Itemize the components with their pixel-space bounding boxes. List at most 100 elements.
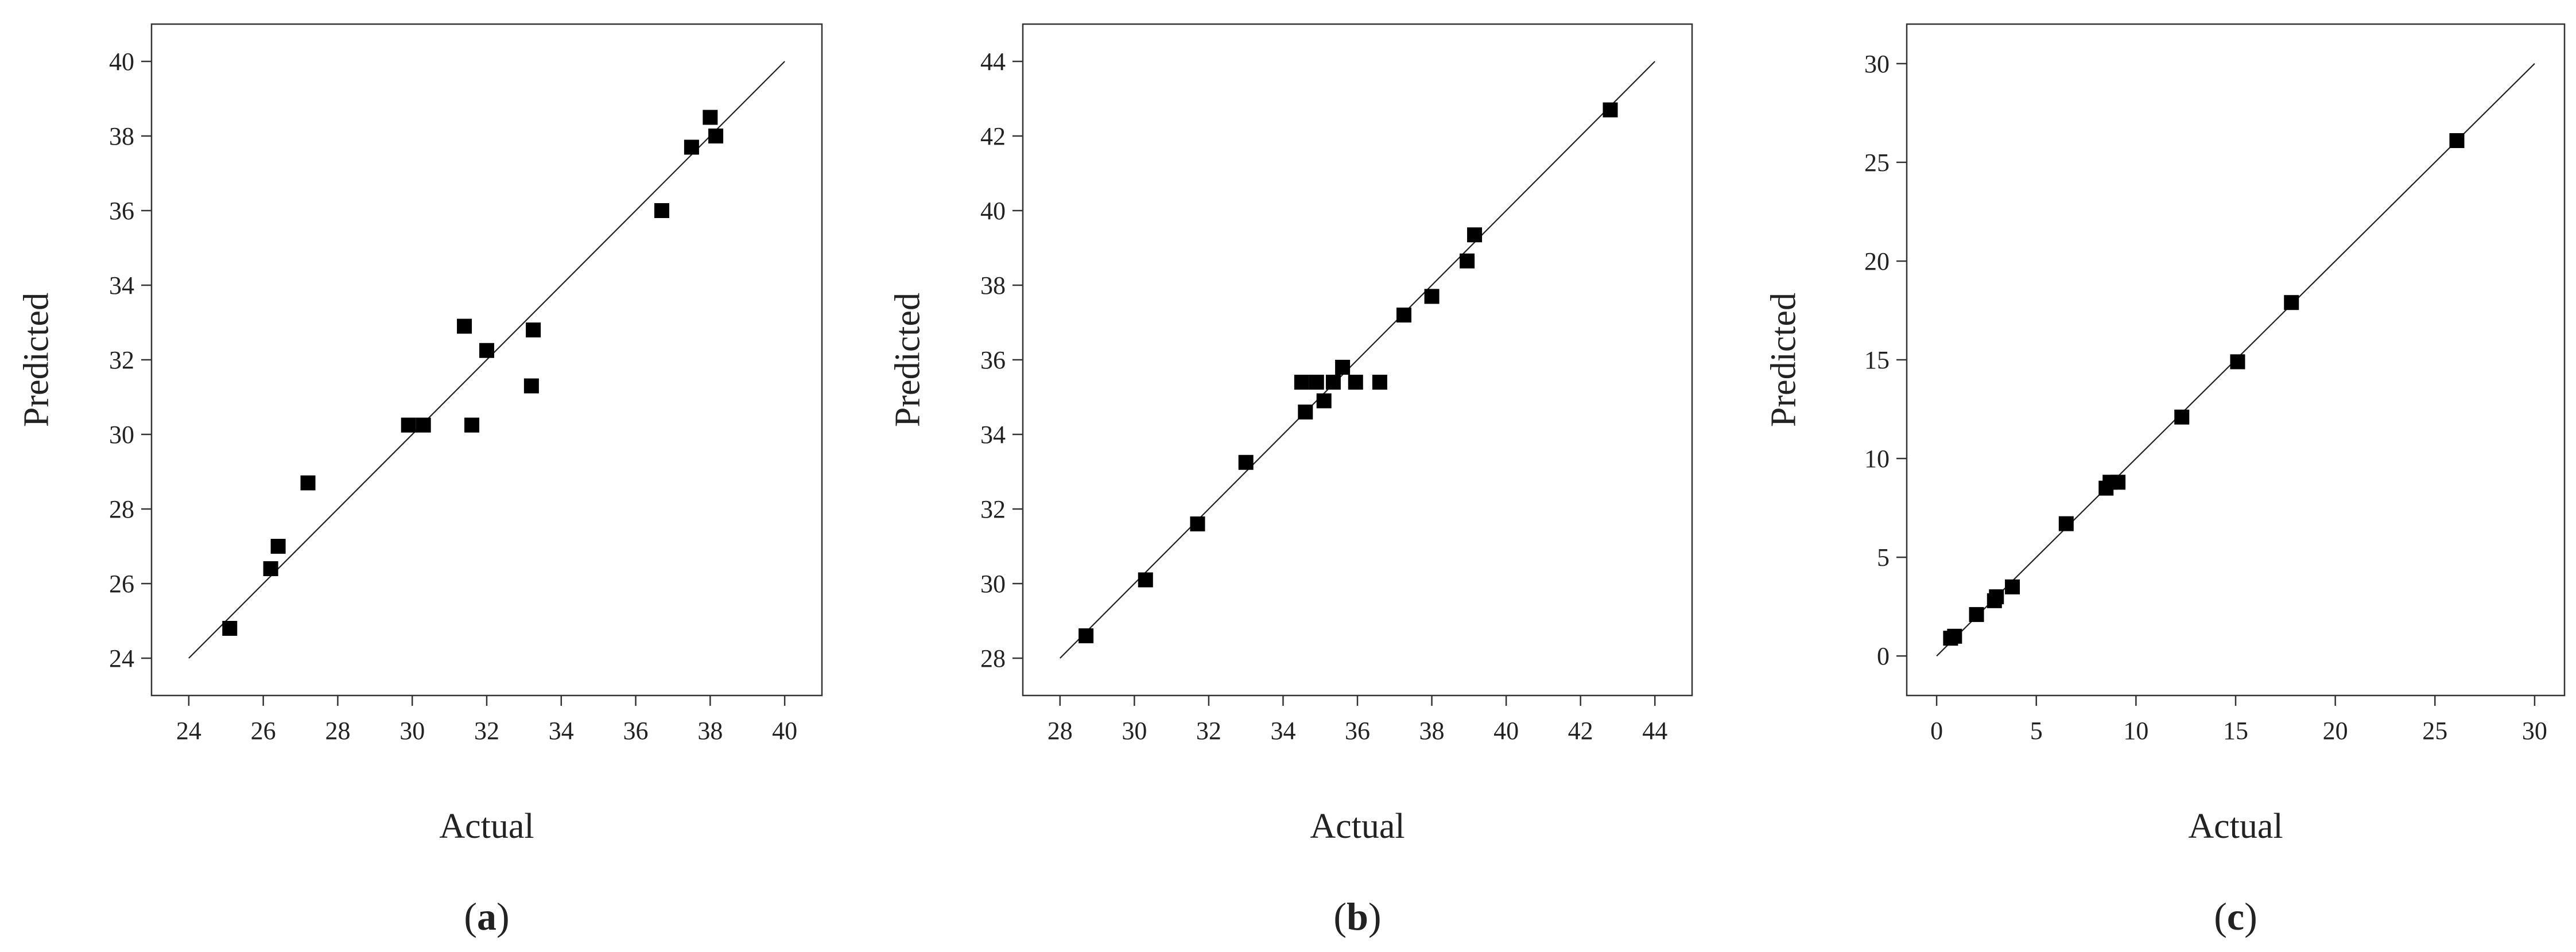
y-tick-label: 32 — [109, 346, 134, 374]
data-point — [479, 343, 494, 358]
x-tick-label: 38 — [1419, 717, 1445, 745]
data-point — [2174, 409, 2190, 425]
y-tick-label: 25 — [1864, 149, 1890, 177]
y-axis-title: Predicted — [889, 293, 928, 427]
x-tick-label: 32 — [474, 717, 499, 745]
y-tick-label: 20 — [1864, 247, 1890, 275]
y-tick-label: 40 — [109, 48, 134, 76]
data-point — [1989, 589, 2004, 604]
y-tick-label: 30 — [980, 570, 1006, 598]
x-tick-label: 10 — [2123, 717, 2148, 745]
y-tick-label: 0 — [1877, 642, 1890, 670]
data-point — [1238, 454, 1254, 470]
x-tick-label: 40 — [772, 717, 797, 745]
x-tick-label: 15 — [2223, 717, 2248, 745]
data-point — [1348, 375, 1363, 390]
data-point — [1460, 253, 1475, 269]
y-tick-label: 30 — [109, 421, 134, 449]
data-point — [684, 139, 699, 155]
y-tick-label: 36 — [109, 197, 134, 225]
data-point — [416, 417, 431, 433]
data-point — [1078, 628, 1094, 643]
x-tick-label: 44 — [1642, 717, 1667, 745]
data-point — [401, 417, 416, 433]
y-tick-label: 36 — [980, 346, 1006, 374]
data-point — [263, 561, 278, 576]
x-tick-label: 34 — [549, 717, 574, 745]
x-axis-title: Actual — [2188, 807, 2283, 846]
y-tick-label: 40 — [980, 197, 1006, 225]
data-point — [300, 475, 316, 491]
data-point — [1335, 360, 1351, 375]
x-axis-title: Actual — [439, 807, 534, 846]
x-tick-label: 36 — [1345, 717, 1370, 745]
data-point — [464, 417, 480, 433]
data-point — [2058, 516, 2074, 531]
data-point — [703, 110, 718, 125]
y-tick-label: 34 — [109, 271, 134, 300]
data-point — [270, 539, 286, 554]
x-tick-label: 24 — [176, 717, 201, 745]
x-tick-label: 28 — [325, 717, 350, 745]
x-tick-label: 30 — [2522, 717, 2547, 745]
data-point — [1138, 572, 1153, 588]
y-tick-label: 38 — [980, 271, 1006, 300]
y-tick-label: 24 — [109, 644, 134, 673]
data-point — [1325, 375, 1341, 390]
y-tick-label: 10 — [1864, 445, 1890, 473]
data-point — [526, 322, 541, 337]
x-tick-label: 40 — [1493, 717, 1519, 745]
chart-panel-b: 28 30 32 34 36 38 40 42 44 28 30 32 34 36 38 40 42 44 Actu… — [889, 23, 1693, 938]
y-tick-label: 28 — [980, 644, 1006, 673]
data-point — [708, 129, 724, 143]
x-tick-label: 25 — [2422, 717, 2447, 745]
y-tick-label: 5 — [1877, 543, 1890, 572]
x-tick-label: 28 — [1048, 717, 1073, 745]
y-tick-label: 15 — [1864, 346, 1890, 374]
x-tick-label: 36 — [623, 717, 649, 745]
y-axis-title: Predicted — [1764, 293, 1803, 427]
data-point — [2284, 295, 2299, 310]
data-point — [457, 318, 472, 334]
data-point — [2230, 354, 2245, 370]
x-tick-label: 42 — [1568, 717, 1593, 745]
data-point — [1190, 516, 1205, 531]
data-point — [1467, 227, 1483, 243]
data-point — [2449, 133, 2465, 149]
data-point — [1424, 289, 1440, 304]
panel-label: (b) — [1333, 895, 1381, 938]
x-tick-label: 26 — [251, 717, 276, 745]
y-tick-label: 32 — [980, 495, 1006, 523]
data-point — [1316, 393, 1332, 409]
y-tick-label: 42 — [980, 122, 1006, 150]
x-tick-label: 34 — [1270, 717, 1295, 745]
data-point — [1372, 375, 1387, 390]
data-point — [523, 378, 539, 394]
data-point — [654, 203, 669, 218]
y-tick-label: 30 — [1864, 50, 1890, 78]
y-tick-label: 26 — [109, 570, 134, 598]
reference-line — [1059, 61, 1656, 659]
panel-label: (a) — [464, 895, 509, 938]
x-tick-label: 5 — [2030, 717, 2043, 745]
data-point — [1969, 607, 1984, 622]
x-tick-label: 38 — [697, 717, 723, 745]
data-point — [1396, 308, 1411, 322]
y-tick-label: 28 — [109, 495, 134, 523]
y-tick-label: 34 — [980, 421, 1006, 449]
data-point — [2111, 475, 2126, 490]
x-tick-label: 20 — [2323, 717, 2348, 745]
data-point — [1294, 375, 1309, 390]
data-point — [222, 621, 238, 636]
x-axis-title: Actual — [1310, 807, 1405, 846]
x-tick-label: 0 — [1930, 717, 1943, 745]
y-axis-title: Predicted — [17, 293, 56, 427]
data-point — [1309, 375, 1324, 390]
data-point — [1603, 102, 1618, 118]
chart-panel-c: 0 5 10 15 20 25 30 0 5 10 15 20 25 30 Actual Predicted (… — [1764, 23, 2566, 938]
y-tick-label: 44 — [980, 48, 1006, 76]
data-point — [1298, 405, 1313, 419]
y-tick-label: 38 — [109, 122, 134, 150]
reference-line — [188, 61, 785, 659]
